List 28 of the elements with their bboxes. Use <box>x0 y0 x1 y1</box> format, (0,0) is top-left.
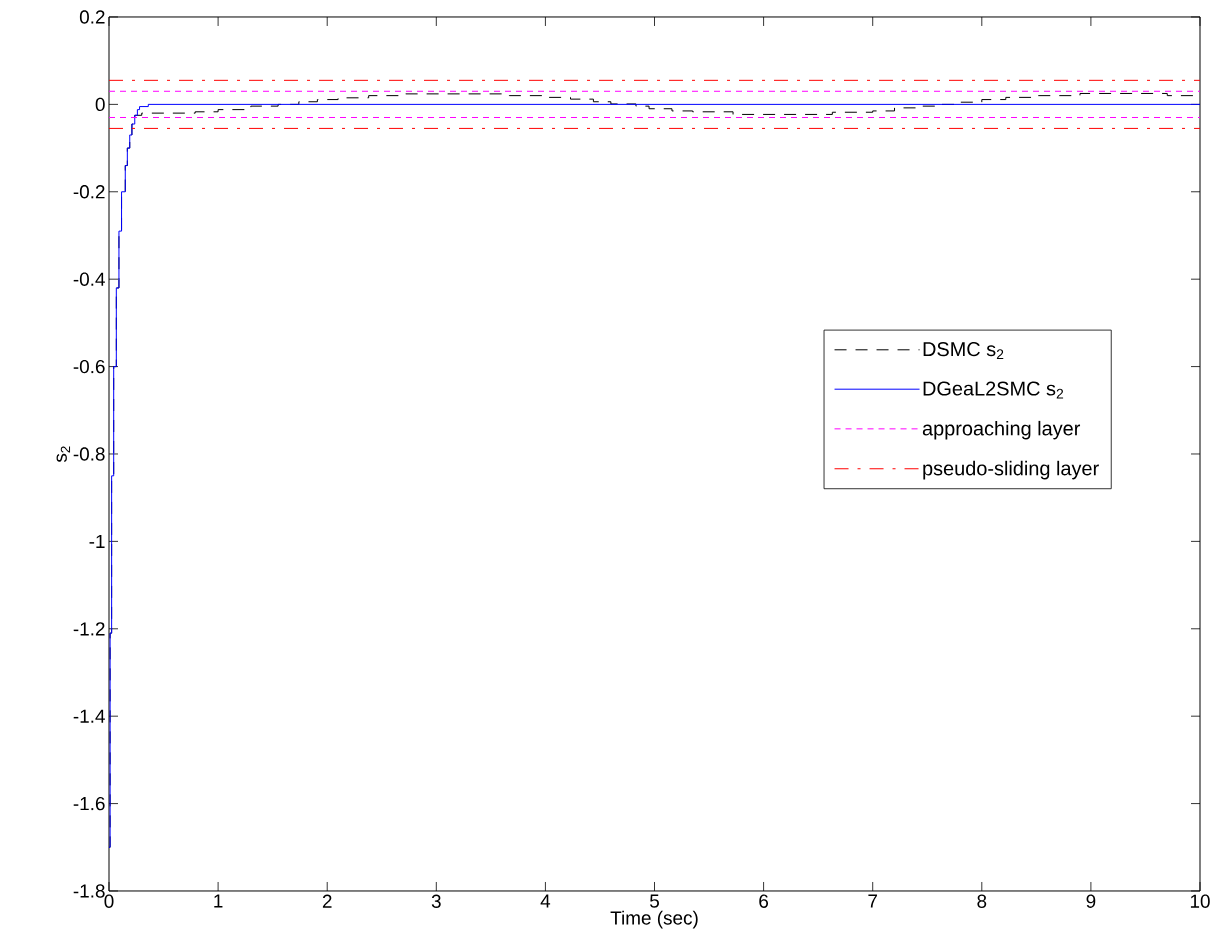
x-tick-label: 4 <box>540 894 551 908</box>
legend-label: DSMC s$_{2}$ <box>923 342 1004 360</box>
x-tick-label: 8 <box>977 894 987 908</box>
legend-label: approaching layer <box>922 420 1081 440</box>
x-tick-label: 10 <box>1190 894 1210 908</box>
x-tick-label: 9 <box>1086 894 1096 908</box>
x-tick-label: 7 <box>868 894 878 908</box>
x-tick-label: 0 <box>104 894 114 908</box>
y-tick-label: -1.2 <box>73 622 105 636</box>
y-tick-label: 0.2 <box>79 10 105 24</box>
x-tick-label: 3 <box>431 894 441 908</box>
x-tick-label: 2 <box>322 894 332 908</box>
y-tick-label: 0 <box>95 97 105 112</box>
y-axis-title: s$_{2}$ <box>56 446 71 463</box>
y-tick-label: -0.4 <box>73 272 105 286</box>
y-tick-label: -1.4 <box>73 709 105 723</box>
x-tick-label: 5 <box>649 894 659 908</box>
legend-label: pseudo-sliding layer <box>923 460 1099 480</box>
y-tick-label: -0.2 <box>73 185 105 199</box>
y-tick-label: -1.8 <box>73 884 105 898</box>
y-tick-label: -0.8 <box>73 447 105 461</box>
x-tick-label: 1 <box>214 894 223 908</box>
x-tick-label: 6 <box>759 894 769 908</box>
y-tick-label: -1 <box>89 534 105 548</box>
y-tick-label: -1.6 <box>73 796 105 811</box>
legend-label: DGeaL2SMC s$_{2}$ <box>923 381 1064 399</box>
x-axis-title: Time (sec) <box>610 910 698 929</box>
y-tick-label: -0.6 <box>73 359 105 374</box>
